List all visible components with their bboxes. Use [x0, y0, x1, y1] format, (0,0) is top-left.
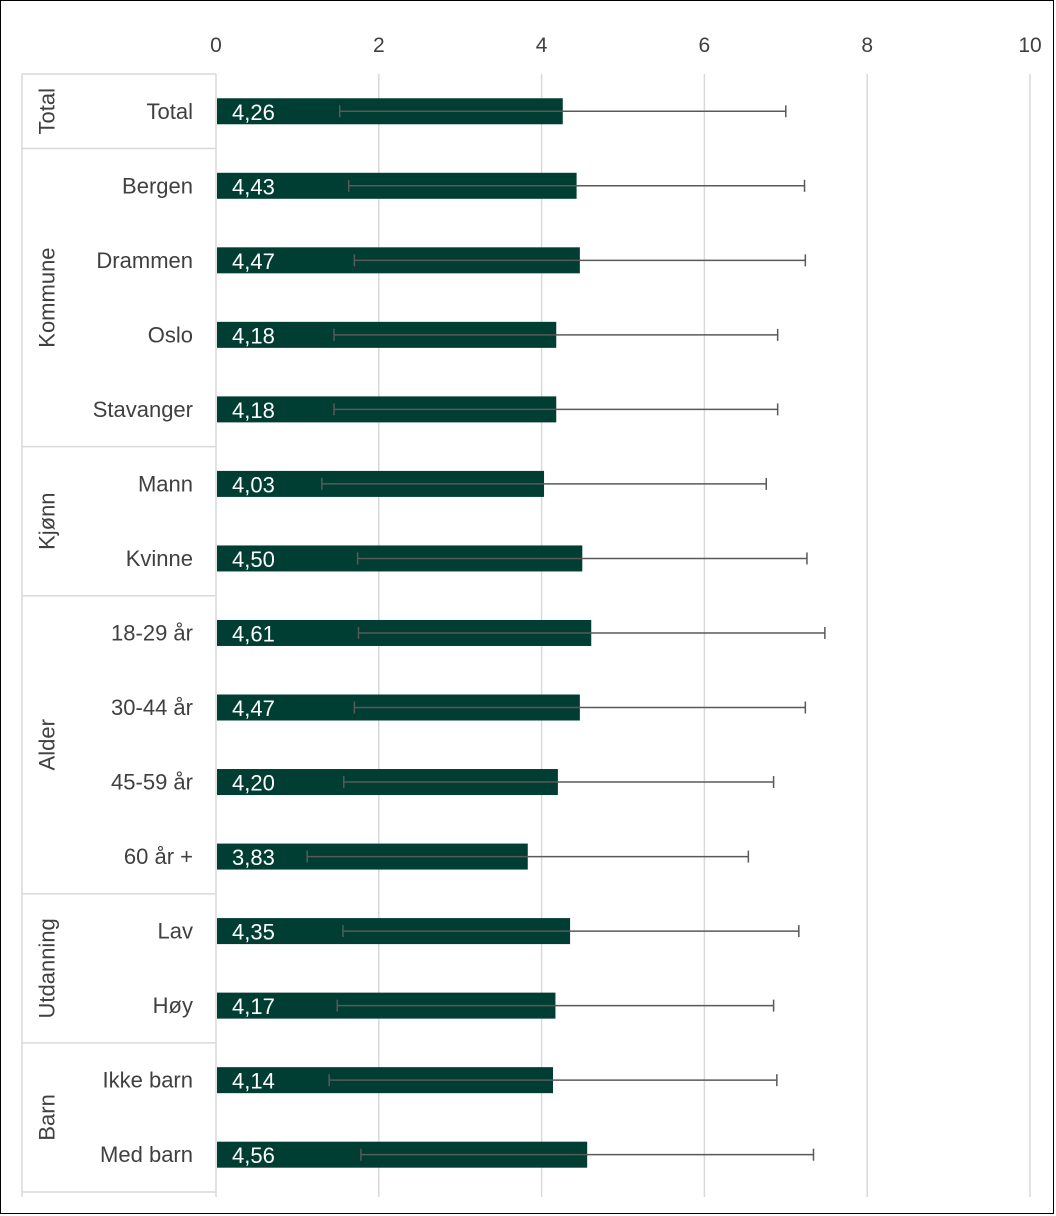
x-tick-label: 4: [536, 34, 548, 57]
data-label: 4,61: [232, 621, 275, 646]
group-label: Alder: [35, 719, 60, 770]
group-label: Barn: [35, 1094, 60, 1140]
data-label: 4,47: [232, 249, 275, 274]
group-label: Total: [35, 88, 60, 134]
category-label: Total: [147, 99, 193, 124]
data-label: 4,03: [232, 472, 275, 497]
category-label: Stavanger: [93, 397, 193, 422]
category-label: Kvinne: [126, 546, 193, 571]
data-label: 4,20: [232, 771, 275, 796]
category-label: 30-44 år: [111, 695, 193, 720]
data-label: 4,14: [232, 1069, 275, 1094]
category-label: Drammen: [96, 248, 193, 273]
category-label: Ikke barn: [103, 1068, 194, 1093]
category-label: 60 år +: [124, 844, 193, 869]
x-tick-label: 8: [861, 34, 873, 57]
group-label: Kommune: [35, 247, 60, 347]
x-tick-label: 6: [699, 34, 711, 57]
category-label: 18-29 år: [111, 620, 193, 645]
x-tick-label: 10: [1018, 34, 1041, 57]
data-label: 4,43: [232, 174, 275, 199]
category-label: Mann: [138, 471, 193, 496]
category-label: 45-59 år: [111, 770, 193, 795]
group-label: Utdanning: [35, 918, 60, 1018]
data-label: 4,18: [232, 398, 275, 423]
category-label: Høy: [153, 993, 193, 1018]
data-label: 4,50: [232, 547, 275, 572]
data-label: 3,83: [232, 845, 275, 870]
data-label: 4,18: [232, 323, 275, 348]
data-label: 4,47: [232, 696, 275, 721]
category-label: Bergen: [122, 173, 193, 198]
category-label: Med barn: [100, 1142, 193, 1167]
data-label: 4,17: [232, 994, 275, 1019]
category-label: Lav: [158, 919, 193, 944]
x-tick-label: 2: [373, 34, 385, 57]
data-label: 4,56: [232, 1143, 275, 1168]
data-label: 4,35: [232, 920, 275, 945]
data-label: 4,26: [232, 100, 275, 125]
x-tick-label: 0: [210, 34, 222, 57]
category-label: Oslo: [148, 322, 193, 347]
group-label: Kjønn: [35, 492, 60, 549]
